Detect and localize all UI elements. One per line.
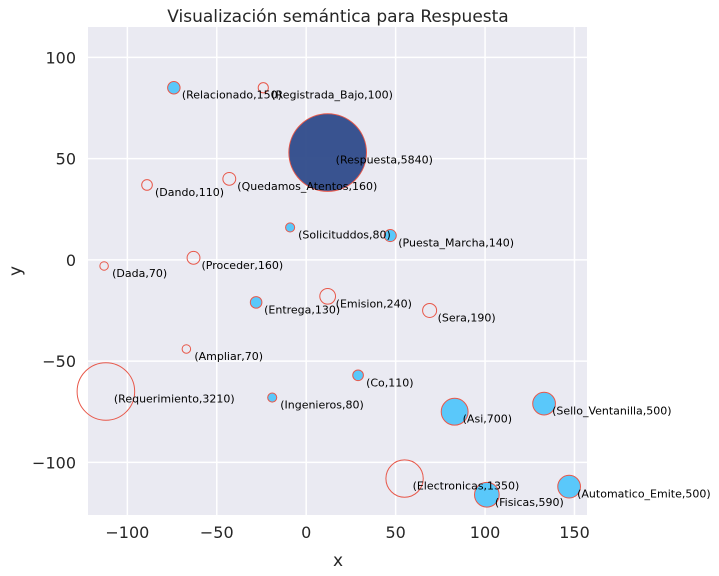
x-tick-label: 100 bbox=[470, 523, 501, 542]
y-tick-labels: −100 −50 0 50 100 bbox=[32, 48, 76, 472]
data-label: (Registrada_Bajo,100) bbox=[271, 89, 393, 102]
data-label: (Puesta_Marcha,140) bbox=[398, 237, 514, 250]
x-tick-label: −100 bbox=[105, 523, 149, 542]
data-point bbox=[76, 362, 136, 421]
y-tick-label: −100 bbox=[32, 453, 76, 472]
y-tick-label: −50 bbox=[42, 352, 76, 371]
data-point bbox=[288, 113, 367, 192]
data-point bbox=[285, 222, 296, 233]
data-label: (Dando,110) bbox=[155, 186, 224, 199]
data-point bbox=[222, 171, 237, 186]
data-point bbox=[352, 369, 364, 382]
data-label: (Ampliar,70) bbox=[194, 350, 263, 363]
data-label: (Relacionado,150) bbox=[182, 89, 282, 102]
data-label: (Dada,70) bbox=[112, 267, 167, 280]
x-tick-label: −50 bbox=[200, 523, 234, 542]
data-label: (Sello_Ventanilla,500) bbox=[552, 405, 672, 418]
data-point bbox=[257, 82, 269, 94]
data-label: (Sera,190) bbox=[438, 311, 496, 324]
data-point bbox=[249, 296, 263, 309]
data-labels: (Relacionado,150)(Registrada_Bajo,100) (R… bbox=[112, 89, 711, 509]
data-label: (Electronicas,1350) bbox=[413, 480, 520, 493]
data-point bbox=[557, 474, 581, 499]
data-point bbox=[422, 302, 438, 318]
y-tick-label: 0 bbox=[66, 251, 76, 270]
x-axis-label: x bbox=[333, 551, 343, 571]
x-tick-label: 0 bbox=[301, 523, 311, 542]
data-label: (Respuesta,5840) bbox=[336, 154, 433, 167]
y-axis-label: y bbox=[6, 266, 26, 276]
data-label: (Co,110) bbox=[366, 376, 414, 389]
data-label: (Requerimiento,3210) bbox=[114, 392, 235, 405]
data-label: (Asi,700) bbox=[463, 413, 512, 426]
y-tick-label: 50 bbox=[56, 150, 76, 169]
data-label: (Emision,240) bbox=[336, 297, 412, 310]
data-label: (Entrega,130) bbox=[264, 303, 340, 316]
data-point bbox=[440, 397, 469, 426]
data-label: (Fisicas,590) bbox=[495, 496, 564, 509]
data-point bbox=[167, 81, 181, 95]
x-tick-label: 50 bbox=[385, 523, 405, 542]
data-point bbox=[532, 391, 556, 416]
data-point bbox=[267, 392, 278, 403]
plot-area bbox=[88, 27, 587, 515]
data-label: (Automatico_Emite,500) bbox=[577, 488, 711, 501]
data-point bbox=[99, 261, 109, 271]
data-point bbox=[383, 229, 397, 243]
data-label: (Solicituddos,80) bbox=[298, 228, 391, 241]
data-point bbox=[141, 179, 153, 191]
y-tick-label: 100 bbox=[45, 48, 76, 67]
data-point bbox=[319, 287, 337, 305]
data-label: (Proceder,160) bbox=[202, 259, 284, 272]
data-label: (Quedamos_Atentos,160) bbox=[237, 180, 377, 193]
x-tick-label: 150 bbox=[559, 523, 590, 542]
data-point bbox=[186, 250, 201, 265]
x-tick-labels: −100 −50 0 50 100 150 bbox=[105, 523, 589, 542]
data-points bbox=[76, 81, 581, 508]
data-point bbox=[181, 344, 192, 354]
chart-title: Visualización semántica para Respuesta bbox=[167, 7, 508, 27]
data-point bbox=[474, 481, 500, 508]
data-point bbox=[385, 459, 424, 498]
data-label: (Ingenieros,80) bbox=[280, 399, 364, 412]
